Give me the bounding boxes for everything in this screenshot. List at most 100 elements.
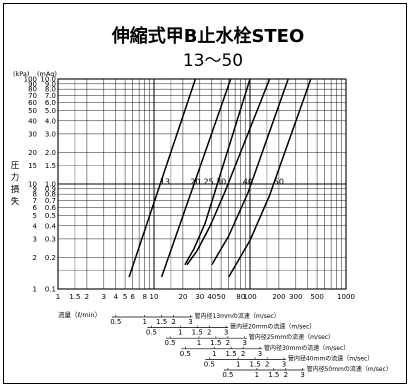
velocity-tick-label: 0.5	[164, 339, 175, 347]
y-tick-label-maq: 0.1	[45, 286, 56, 294]
velocity-tick-label: 2	[226, 339, 230, 347]
series-line-40	[211, 78, 289, 266]
x-tick-label: 1.5	[69, 293, 80, 301]
x-tick-label: 4	[114, 293, 119, 301]
y-tick-label-maq: 0.5	[45, 212, 56, 220]
y-axis-label: 圧 力 損 失	[11, 161, 20, 207]
velocity-tick-label: 1	[197, 339, 201, 347]
y-tick-label-maq: 0.3	[45, 235, 56, 243]
y-tick-label-maq: 0.9	[45, 185, 56, 193]
y-tick-label-kpa: 4	[33, 222, 38, 230]
x-tick-label: 8	[142, 293, 146, 301]
x-tick-label: 1000	[337, 293, 355, 301]
y-tick-label-kpa: 7	[33, 197, 37, 205]
y-tick-label-maq: 0.2	[45, 254, 56, 262]
y-tick-label-maq: 7.0	[45, 92, 56, 100]
y-tick-label-kpa: 40	[28, 117, 37, 125]
velocity-tick-label: 2	[265, 360, 269, 368]
y-tick-label-maq: 0.8	[45, 191, 56, 199]
series-label-13: 13	[160, 177, 170, 186]
chart-title: 伸縮式甲B止水栓STEO	[111, 25, 305, 47]
x-tick-label: 80	[236, 293, 245, 301]
velocity-scale-label: 管内径40mmの流速（m/sec）	[288, 354, 373, 362]
y-tick-label-maq: 0.6	[45, 204, 57, 212]
x-tick-label: 40	[207, 293, 216, 301]
x-tick-label: 200	[272, 293, 285, 301]
velocity-tick-label: 3	[188, 318, 192, 326]
y-tick-label-kpa: 9	[33, 185, 37, 193]
plot-border	[57, 78, 347, 290]
velocity-tick-label: 3	[224, 329, 228, 337]
x-tick-label: 6	[130, 293, 135, 301]
velocity-tick-label: 2	[207, 329, 211, 337]
series-label-50: 50	[274, 177, 284, 186]
chart-subtitle: 13〜50	[183, 51, 243, 71]
y-tick-label-kpa: 50	[28, 107, 37, 115]
y-tick-label-kpa: 15	[28, 162, 37, 170]
y-tick-label-kpa: 8	[33, 191, 37, 199]
velocity-tick-label: 1.5	[250, 360, 261, 368]
x-tick-label: 5	[123, 293, 127, 301]
x-tick-label: 3	[102, 293, 106, 301]
chart-frame	[3, 3, 407, 384]
y-tick-label-maq: 2.0	[45, 149, 56, 157]
y-tick-label-maq: 5.0	[45, 107, 56, 115]
velocity-tick-label: 1.5	[226, 350, 237, 358]
velocity-tick-label: 2	[241, 350, 245, 358]
y-tick-label-maq: 3.0	[45, 130, 56, 138]
y-tick-label-kpa: 70	[28, 92, 37, 100]
series-line-25	[184, 78, 251, 266]
velocity-tick-label: 0.5	[222, 371, 233, 379]
series-label-30: 30	[216, 177, 226, 186]
y-tick-label-kpa: 90	[28, 80, 37, 88]
velocity-tick-label: 0.5	[110, 318, 121, 326]
velocity-scale-label: 管内径20mmの流速（m/sec）	[230, 323, 315, 331]
velocity-scale-label: 管内径25mmの流速（m/sec）	[249, 333, 334, 341]
y-tick-label-maq: 0.7	[45, 197, 56, 205]
y-axis-label-char: 力	[11, 172, 20, 183]
y-tick-label-kpa: 3	[33, 235, 37, 243]
y-tick-label-maq: 0.4	[45, 222, 57, 230]
y-tick-label-maq: 4.0	[45, 117, 56, 125]
y-tick-label-maq: 6.0	[45, 99, 56, 107]
series-line-30	[186, 78, 271, 266]
x-tick-label: 30	[195, 293, 204, 301]
y-tick-label-maq: 8.0	[45, 86, 56, 94]
velocity-tick-label: 1	[142, 318, 146, 326]
x-axis-label: 流量（ℓ/min）	[58, 310, 101, 319]
series-line-20	[160, 78, 232, 278]
y-tick-label-maq: 10.0	[40, 76, 56, 84]
y-tick-label-kpa: 60	[28, 99, 37, 107]
velocity-tick-label: 1	[255, 371, 259, 379]
series-label-25: 25	[203, 177, 213, 186]
series-line-13	[128, 78, 197, 278]
y-tick-label-kpa: 20	[28, 149, 37, 157]
series-label-20: 20	[190, 177, 200, 186]
velocity-tick-label: 0.5	[146, 329, 157, 337]
unit-kpa-label: (kPa)	[13, 70, 29, 78]
y-axis-label-char: 損	[11, 184, 20, 195]
x-tick-label: 20	[178, 293, 187, 301]
velocity-scale-label: 管内径30mmの流速（m/sec）	[264, 344, 349, 352]
velocity-tick-label: 0.5	[180, 350, 191, 358]
y-tick-label-kpa: 80	[28, 86, 37, 94]
velocity-scale-label: 管内径13mmの流速（m/sec）	[195, 312, 280, 320]
y-tick-label-kpa: 30	[28, 130, 37, 138]
velocity-tick-label: 1.5	[268, 371, 279, 379]
x-tick-label: 50	[217, 293, 226, 301]
y-tick-label-maq: 1.5	[45, 162, 56, 170]
y-axis-label-char: 圧	[11, 161, 20, 171]
y-tick-label-maq: 1.0	[45, 181, 56, 189]
x-tick-label: 100	[243, 293, 256, 301]
velocity-tick-label: 1	[236, 360, 240, 368]
velocity-tick-label: 3	[282, 360, 286, 368]
y-tick-label-kpa: 1	[33, 286, 37, 294]
velocity-tick-label: 3	[300, 371, 304, 379]
velocity-tick-label: 1	[178, 329, 182, 337]
velocity-tick-label: 0.5	[204, 360, 215, 368]
y-tick-label-kpa: 100	[24, 76, 37, 84]
x-tick-label: 1	[56, 293, 60, 301]
velocity-tick-label: 1.5	[210, 339, 221, 347]
plot-area: 123456789101520304050607080901000.10.20.…	[24, 76, 392, 380]
